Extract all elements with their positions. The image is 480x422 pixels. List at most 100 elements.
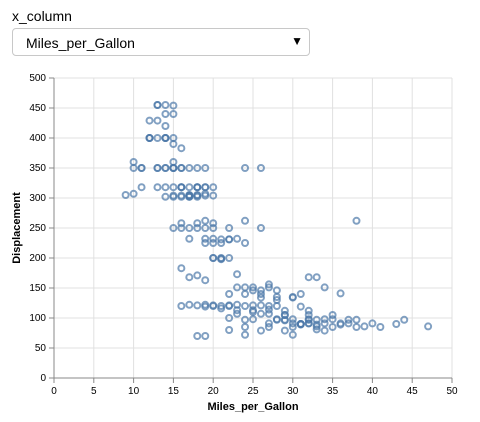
data-point [264, 283, 273, 292]
data-point [193, 164, 202, 172]
data-point [193, 271, 202, 280]
data-point [201, 216, 210, 225]
data-point [256, 309, 265, 318]
data-point [320, 319, 329, 328]
data-point [280, 326, 289, 335]
data-point [233, 309, 242, 318]
y-tick-label: 350 [29, 163, 46, 174]
data-point [241, 330, 250, 339]
data-point [169, 183, 178, 192]
data-point [225, 314, 234, 322]
y-tick-label: 100 [29, 313, 46, 324]
chart-svg: 0 5 10 15 20 25 30 35 40 45 5005010015020025030035… [11, 73, 458, 413]
data-point [137, 183, 146, 192]
data-point [352, 323, 361, 331]
data-point [185, 191, 194, 200]
x-tick-label: 25 [247, 386, 259, 397]
data-point [288, 323, 297, 331]
chart-points [121, 101, 433, 340]
data-point [177, 192, 186, 201]
data-point [256, 286, 265, 295]
x-column-select[interactable]: Miles_per_Gallon ▼ [12, 28, 310, 56]
y-tick-label: 50 [35, 343, 47, 354]
data-point [217, 255, 226, 264]
data-point [296, 320, 305, 328]
data-point [249, 315, 257, 324]
data-point [264, 319, 273, 328]
x-tick-label: 45 [407, 386, 419, 397]
data-point [209, 219, 218, 228]
data-point [201, 224, 210, 232]
data-point [153, 164, 162, 172]
data-point [241, 302, 250, 310]
y-tick-label: 150 [29, 283, 46, 294]
data-point [201, 239, 210, 247]
data-point [177, 144, 186, 153]
data-point [249, 283, 257, 292]
data-point [320, 326, 329, 335]
data-point [264, 280, 273, 289]
x-tick-label: 40 [367, 386, 379, 397]
data-point [328, 323, 337, 331]
y-tick-label: 500 [29, 73, 46, 84]
data-point [264, 305, 273, 314]
data-point [288, 330, 297, 339]
data-point [280, 315, 289, 324]
data-point [193, 191, 202, 199]
data-point [264, 323, 273, 331]
data-point [185, 183, 194, 192]
data-point [153, 183, 162, 192]
data-point [145, 134, 154, 142]
data-point [185, 300, 194, 309]
data-point [256, 164, 265, 172]
data-point [256, 293, 265, 302]
data-point [137, 164, 146, 172]
data-point [209, 302, 218, 310]
data-point [272, 286, 281, 295]
data-point [272, 296, 281, 304]
data-point [177, 164, 186, 172]
y-tick-label: 200 [29, 253, 46, 264]
data-point [169, 110, 178, 118]
x-tick-label: 15 [168, 386, 180, 397]
x-tick-label: 5 [91, 386, 97, 397]
data-point [280, 306, 289, 315]
data-point [185, 273, 194, 282]
data-point [121, 191, 130, 199]
data-point [161, 192, 170, 201]
data-point [193, 224, 202, 232]
data-point [352, 315, 361, 324]
data-point [256, 326, 265, 335]
data-point [225, 290, 234, 298]
data-point [201, 164, 210, 172]
data-point [336, 289, 345, 298]
data-point [233, 234, 242, 243]
data-point [185, 164, 194, 172]
data-point [161, 122, 170, 130]
data-point [161, 134, 170, 142]
data-point [241, 239, 250, 247]
data-point [193, 183, 202, 192]
data-point [249, 286, 257, 295]
chart-grid [53, 77, 453, 379]
data-point [217, 304, 226, 313]
data-point [225, 224, 234, 232]
data-point [201, 183, 210, 192]
x-tick-label: 20 [208, 386, 220, 397]
data-point [249, 306, 257, 315]
data-point [344, 315, 353, 324]
data-point [264, 302, 273, 310]
data-point [193, 219, 202, 228]
data-point [304, 319, 313, 328]
data-point [201, 302, 210, 311]
data-point [400, 315, 409, 324]
data-point [256, 290, 265, 298]
data-point [201, 191, 210, 200]
x-tick-label: 10 [128, 386, 140, 397]
data-point [161, 183, 170, 192]
data-point [193, 332, 202, 340]
data-point [328, 311, 337, 319]
x-tick-label: 0 [51, 386, 57, 397]
scatter-chart: 0 5 10 15 20 25 30 35 40 45 50 0 50 100 150 200 250 300 35… [0, 60, 480, 417]
data-point [129, 189, 138, 198]
